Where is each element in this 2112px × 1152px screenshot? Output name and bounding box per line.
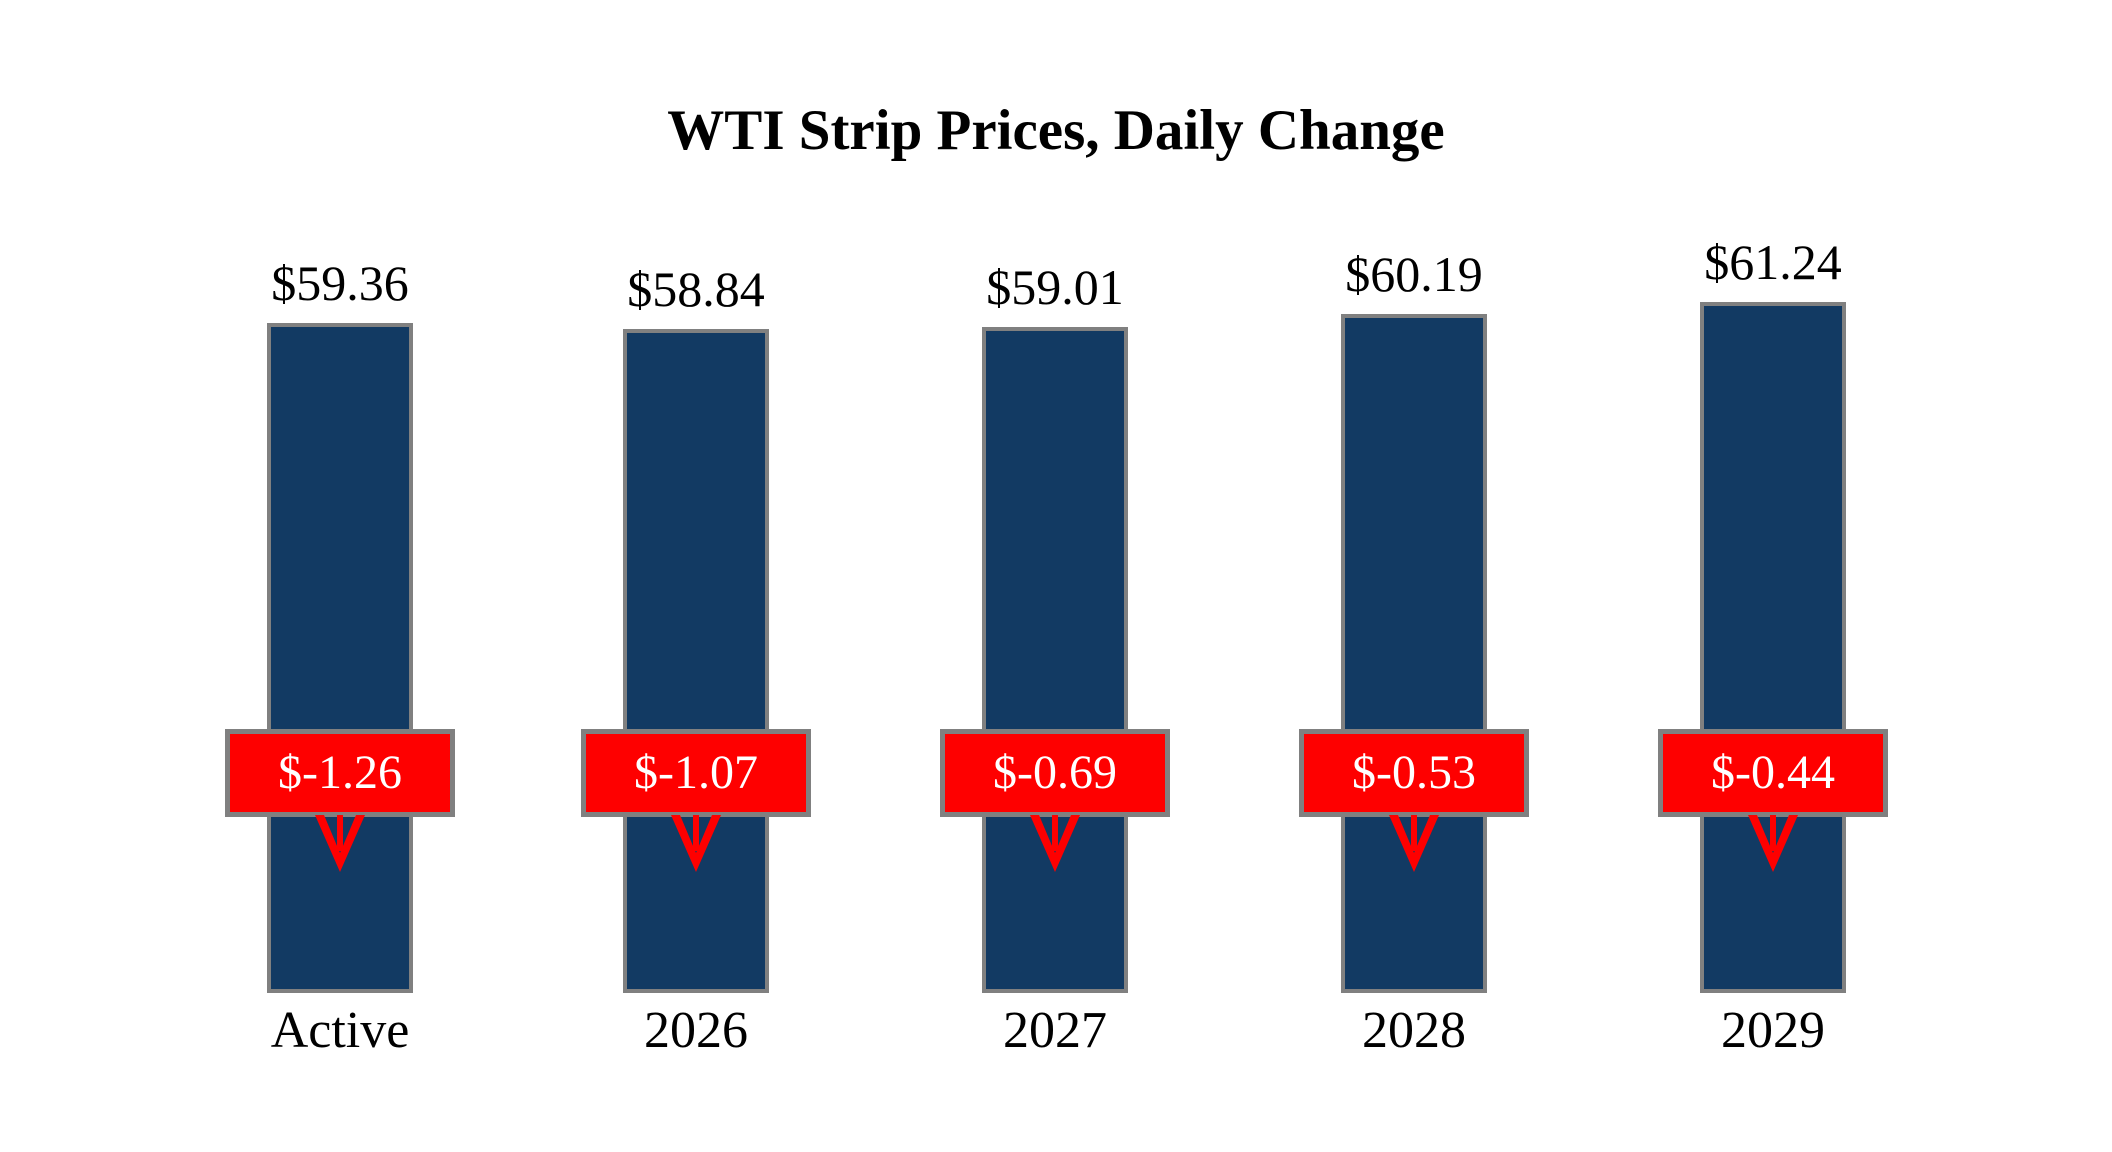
change-badge: $-1.26 [225, 729, 455, 817]
category-label: 2027 [1003, 1002, 1107, 1059]
change-badge: $-1.07 [581, 729, 811, 817]
down-arrow-icon [1389, 815, 1439, 872]
price-label: $60.19 [1345, 246, 1483, 302]
bar [267, 323, 413, 993]
category-label: 2028 [1362, 1002, 1466, 1059]
chart-title: WTI Strip Prices, Daily Change [667, 99, 1445, 162]
change-label: $-0.53 [1352, 746, 1476, 799]
bar-group-2027: $59.01 $-0.69 2027 [875, 0, 1235, 1152]
down-arrow-icon [671, 815, 721, 872]
bar-group-2026: $58.84 $-1.07 2026 [516, 0, 876, 1152]
category-label: 2029 [1721, 1002, 1825, 1059]
change-badge: $-0.69 [940, 729, 1170, 817]
change-badge: $-0.44 [1658, 729, 1888, 817]
change-label: $-1.26 [278, 746, 402, 799]
change-badge: $-0.53 [1299, 729, 1529, 817]
bar-group-2028: $60.19 $-0.53 2028 [1234, 0, 1594, 1152]
change-label: $-0.44 [1711, 746, 1835, 799]
price-label: $59.36 [271, 255, 409, 311]
bar [623, 329, 769, 993]
category-label: 2026 [644, 1002, 748, 1059]
down-arrow-icon [1030, 815, 1080, 872]
change-label: $-1.07 [634, 746, 758, 799]
down-arrow-icon [1748, 815, 1798, 872]
price-label: $58.84 [627, 261, 765, 317]
down-arrow-icon [315, 815, 365, 872]
category-label: Active [270, 1002, 410, 1059]
price-label: $61.24 [1704, 234, 1842, 290]
bar-group-active: $59.36 $-1.26 Active [160, 0, 520, 1152]
bar [982, 327, 1128, 993]
bar-group-2029: $61.24 $-0.44 2029 [1593, 0, 1953, 1152]
bar [1341, 314, 1487, 993]
bar [1700, 302, 1846, 993]
change-label: $-0.69 [993, 746, 1117, 799]
price-label: $59.01 [986, 259, 1124, 315]
